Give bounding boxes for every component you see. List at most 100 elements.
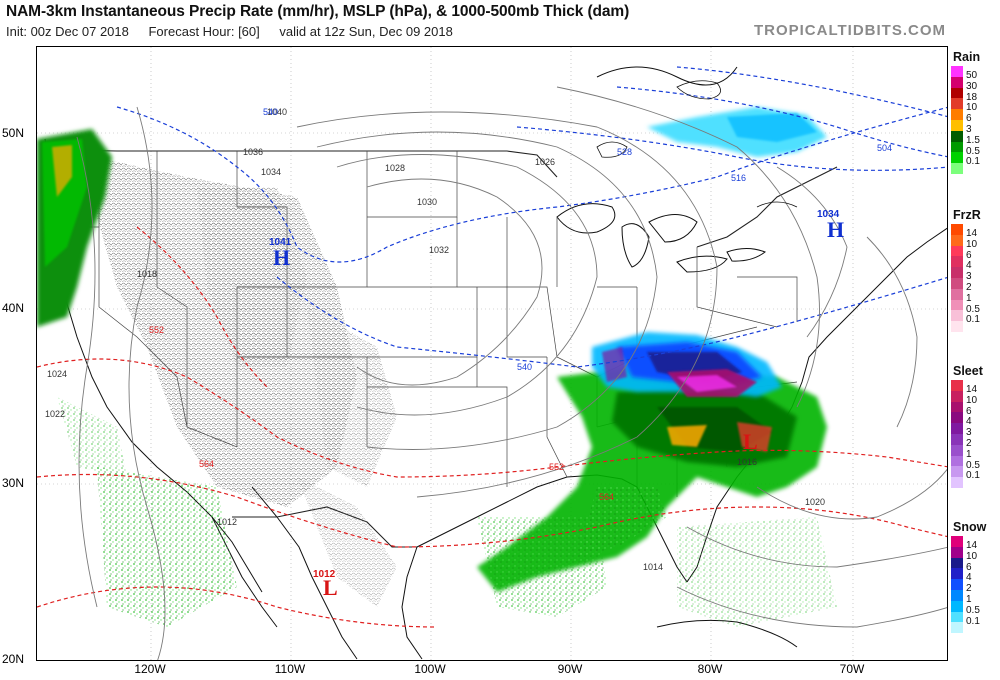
legend-snow-row: 2 [951, 579, 999, 594]
legend-frzr-label: 2 [966, 281, 972, 293]
isobar-label: 1028 [385, 163, 406, 173]
legend-snow-swatch [951, 579, 963, 590]
legend-sleet-swatch [951, 477, 963, 488]
legend-snow-row: 0.5 [951, 600, 999, 616]
legend-sleet-label: 10 [966, 394, 978, 406]
isobar-label: 1014 [643, 562, 664, 572]
legend-frzr-swatch [951, 224, 963, 235]
legend-sleet-row [951, 477, 999, 488]
legend-snow-label: 0.1 [966, 615, 980, 627]
isobar-label: 1026 [535, 157, 556, 167]
map-title: NAM-3km Instantaneous Precip Rate (mm/hr… [6, 3, 630, 20]
legend-sleet-label: 0.1 [966, 470, 980, 482]
legend-frzr-swatch [951, 277, 963, 289]
legend-sleet-label: 0.5 [966, 459, 980, 471]
lon-label-80w: 80W [697, 662, 723, 676]
thickness-lines-warm [37, 226, 947, 628]
legend-frzr-swatch [951, 321, 963, 332]
legend-snow-row: 1 [951, 589, 999, 605]
legend-rain-label: 6 [966, 113, 972, 125]
legend-sleet-label: 1 [966, 448, 972, 460]
legend-rain-swatch [951, 109, 963, 120]
legend-snow-swatch [951, 557, 963, 569]
legend-frzr-label: 10 [966, 238, 978, 250]
legend-rain-swatch [951, 130, 963, 142]
legend-sleet-swatch [951, 423, 963, 434]
lon-label-90w: 90W [557, 662, 583, 676]
legend-snow-label: 4 [966, 572, 972, 584]
forecast-hour: Forecast Hour: [60] [148, 24, 260, 39]
legend-frzr-swatch [951, 299, 963, 311]
legend-sleet-label: 6 [966, 405, 972, 417]
legend-snow-label: 10 [966, 550, 978, 562]
low-pressure-value-mexico: 1012 [313, 569, 336, 580]
legend-snow-label: 6 [966, 561, 972, 573]
run-info: Init: 00z Dec 07 2018 Forecast Hour: [60… [6, 24, 469, 39]
legend-sleet-row: 6 [951, 401, 999, 416]
thickness-label: 564 [599, 492, 615, 502]
legend-sleet-label: 14 [966, 384, 978, 395]
legend-rain-label: 18 [966, 91, 978, 103]
legend-rain-swatch [951, 152, 963, 164]
thickness-label: 516 [731, 173, 747, 183]
isobar-label: 1034 [261, 167, 282, 177]
rain-precip-areas [37, 129, 837, 627]
legend-frzr-label: 1 [966, 292, 972, 304]
legend-snow-swatch [951, 536, 963, 547]
legend-snow-row: 6 [951, 557, 999, 572]
legend-rain-label: 1.5 [966, 134, 980, 146]
legend-frzr-row [951, 321, 999, 332]
legend-rain-row: 30 [951, 76, 999, 92]
high-pressure-value-northeast: 1034 [817, 209, 840, 220]
thickness-label: 564 [199, 459, 215, 469]
isobar-label: 1032 [429, 245, 450, 255]
legend-frzr: FrzR 14 10 6 4 3 2 1 0.5 0.1 [951, 208, 999, 332]
legend-sleet-row: 4 [951, 412, 999, 427]
legend-sleet-swatch [951, 455, 963, 467]
init-time: Init: 00z Dec 07 2018 [6, 24, 129, 39]
legend-snow-label: 0.5 [966, 604, 980, 616]
legend-sleet-label: 2 [966, 437, 972, 449]
map-panel[interactable]: L 1012 L H 1034 H 1041 1028 1030 1032 10… [36, 46, 948, 661]
legend-sleet-swatch [951, 466, 963, 478]
brand-watermark: TROPICALTIDBITS.COM [753, 22, 946, 39]
legend-rain-row: 0.1 [951, 152, 999, 167]
legend-frzr-swatch [951, 288, 963, 300]
terrain-contours [97, 157, 397, 607]
isobar-label: 1040 [267, 107, 288, 117]
legend-frzr-row: 0.5 [951, 299, 999, 314]
isobar-label: 1022 [45, 409, 66, 419]
legend-rain-row: 6 [951, 109, 999, 124]
legend-frzr-swatch [951, 245, 963, 257]
legend-snow-swatch [951, 589, 963, 601]
legend-rain-row: 10 [951, 98, 999, 113]
lon-label-100w: 100W [414, 662, 446, 676]
legend-snow-swatch [951, 568, 963, 580]
legend-frzr-label: 3 [966, 271, 972, 283]
legend-rain-swatch [951, 76, 963, 88]
low-pressure-symbol-mexico: L [323, 575, 338, 600]
thickness-label: 528 [617, 147, 633, 157]
legend-rain-label: 3 [966, 123, 972, 135]
legend-sleet-swatch [951, 412, 963, 424]
legend-frzr-row: 14 [951, 224, 999, 239]
legend-rain-label: 0.1 [966, 156, 980, 168]
thickness-lines-cold [116, 66, 947, 368]
thickness-label: 540 [517, 362, 533, 372]
legend-rain-swatch [951, 87, 963, 99]
legend-snow-row: 10 [951, 546, 999, 562]
isobar-label: 1018 [137, 269, 158, 279]
map-canvas [37, 47, 947, 660]
legend-frzr-row: 4 [951, 256, 999, 271]
legend-sleet-row: 1 [951, 444, 999, 460]
legend-snow-label: 14 [966, 540, 978, 551]
legend-frzr-swatch [951, 256, 963, 268]
low-pressure-symbol-carolina: L [743, 429, 758, 454]
legend-sleet-swatch [951, 380, 963, 391]
legend-sleet-row: 10 [951, 390, 999, 406]
legend-frzr-label: 0.5 [966, 303, 980, 315]
legend-frzr-row: 3 [951, 267, 999, 282]
legend-snow-label: 2 [966, 583, 972, 595]
legend-snow-swatch [951, 611, 963, 623]
legend-rain-title: Rain [953, 50, 981, 64]
